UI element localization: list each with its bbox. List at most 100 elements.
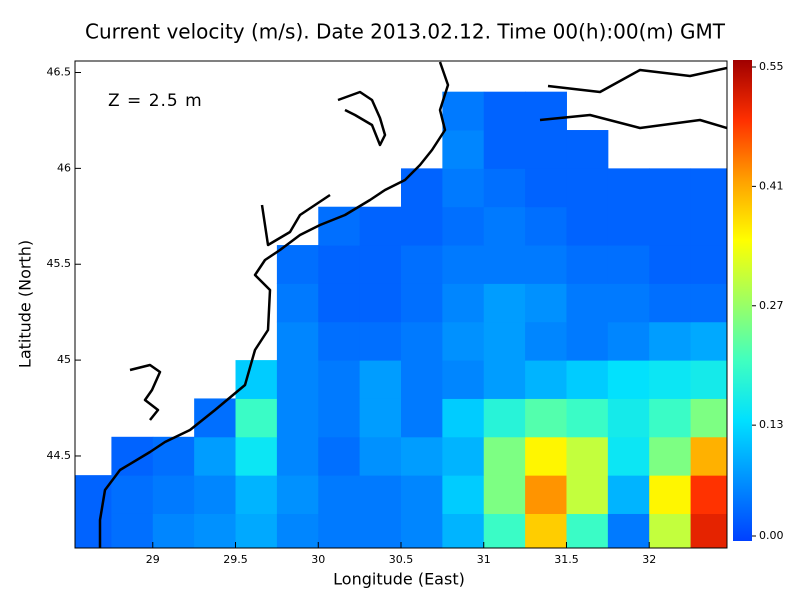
velocity-cell xyxy=(442,321,485,361)
velocity-cell xyxy=(566,283,609,323)
velocity-cell xyxy=(649,283,692,323)
velocity-cell xyxy=(607,436,650,476)
velocity-cell xyxy=(525,475,567,514)
velocity-cell xyxy=(359,436,402,476)
x-axis-label: Longitude (East) xyxy=(333,570,465,589)
velocity-cell xyxy=(318,321,361,361)
velocity-cell xyxy=(401,360,443,399)
velocity-cell xyxy=(690,475,727,514)
coastline xyxy=(98,61,727,548)
velocity-cell xyxy=(649,475,692,514)
velocity-cell xyxy=(401,436,443,476)
colorbar-tick-label: 0.13 xyxy=(759,418,784,431)
velocity-cell xyxy=(525,91,567,131)
velocity-cell xyxy=(152,436,195,476)
coast-line xyxy=(539,113,727,130)
velocity-cell xyxy=(318,475,361,514)
velocity-cell xyxy=(442,91,485,131)
velocity-cell xyxy=(566,436,609,476)
velocity-cell xyxy=(566,245,609,284)
velocity-cell xyxy=(359,475,402,514)
velocity-cell xyxy=(442,398,485,438)
velocity-cell xyxy=(649,436,692,476)
x-tick-label: 31.5 xyxy=(554,553,579,566)
coast-line xyxy=(129,363,162,421)
velocity-cell xyxy=(359,513,402,548)
velocity-cell xyxy=(442,513,485,548)
velocity-cell xyxy=(401,475,443,514)
velocity-cell xyxy=(649,245,692,284)
velocity-cell xyxy=(359,398,402,438)
velocity-cell xyxy=(194,436,237,476)
velocity-cell xyxy=(235,513,278,548)
velocity-cell xyxy=(525,436,567,476)
velocity-cell xyxy=(649,360,692,399)
x-tick-label: 31 xyxy=(477,553,491,566)
y-tick-label: 46.5 xyxy=(47,66,72,79)
velocity-cell xyxy=(690,321,727,361)
velocity-cell xyxy=(276,398,319,438)
velocity-cell xyxy=(525,245,567,284)
y-tick-label: 45 xyxy=(57,353,71,366)
y-tick-label: 46 xyxy=(57,161,71,174)
velocity-cell xyxy=(276,513,319,548)
velocity-cell xyxy=(442,360,485,399)
velocity-cell xyxy=(111,475,154,514)
x-tick-label: 30.5 xyxy=(389,553,414,566)
velocity-cell xyxy=(483,398,526,438)
velocity-cell xyxy=(607,283,650,323)
velocity-cell xyxy=(401,206,443,246)
velocity-cell xyxy=(649,206,692,246)
velocity-cell xyxy=(649,168,692,208)
velocity-cell xyxy=(318,245,361,284)
velocity-cell xyxy=(276,360,319,399)
velocity-cell xyxy=(649,513,692,548)
velocity-cell xyxy=(359,206,402,246)
velocity-cell xyxy=(525,513,567,548)
velocity-cell xyxy=(401,398,443,438)
y-tick-label: 44.5 xyxy=(47,449,72,462)
velocity-cell xyxy=(442,206,485,246)
y-axis-label: Latitude (North) xyxy=(16,240,35,368)
velocity-cell xyxy=(235,360,278,399)
velocity-cell xyxy=(566,398,609,438)
velocity-cell xyxy=(483,206,526,246)
velocity-cell xyxy=(442,245,485,284)
velocity-cell xyxy=(359,360,402,399)
velocity-cell xyxy=(566,130,609,169)
colorbar xyxy=(733,60,752,541)
velocity-cell xyxy=(75,475,112,514)
velocity-cell xyxy=(525,130,567,169)
velocity-cell xyxy=(152,475,195,514)
colorbar-tick-label: 0.55 xyxy=(759,60,784,73)
x-tick-label: 32 xyxy=(642,553,656,566)
velocity-cell xyxy=(401,283,443,323)
velocity-cell xyxy=(690,436,727,476)
velocity-cell xyxy=(690,513,727,548)
velocity-cell xyxy=(483,130,526,169)
velocity-cell xyxy=(483,283,526,323)
velocity-cell xyxy=(690,360,727,399)
velocity-cell xyxy=(566,168,609,208)
velocity-cell xyxy=(690,206,727,246)
velocity-cell xyxy=(276,436,319,476)
coast-line xyxy=(547,66,727,94)
coast-line xyxy=(260,193,331,247)
velocity-cell xyxy=(401,168,443,208)
velocity-cell xyxy=(235,398,278,438)
velocity-cell xyxy=(607,245,650,284)
x-tick-label: 29 xyxy=(146,553,160,566)
velocity-cell xyxy=(401,321,443,361)
velocity-cell xyxy=(525,206,567,246)
velocity-cell xyxy=(359,245,402,284)
velocity-cell xyxy=(318,398,361,438)
velocity-cell xyxy=(690,168,727,208)
velocity-cell xyxy=(649,398,692,438)
velocity-cell xyxy=(359,321,402,361)
x-tick-label: 30 xyxy=(311,553,325,566)
chart-title: Current velocity (m/s). Date 2013.02.12.… xyxy=(85,20,726,44)
velocity-cell xyxy=(442,475,485,514)
velocity-cell xyxy=(483,321,526,361)
velocity-field xyxy=(75,91,727,548)
